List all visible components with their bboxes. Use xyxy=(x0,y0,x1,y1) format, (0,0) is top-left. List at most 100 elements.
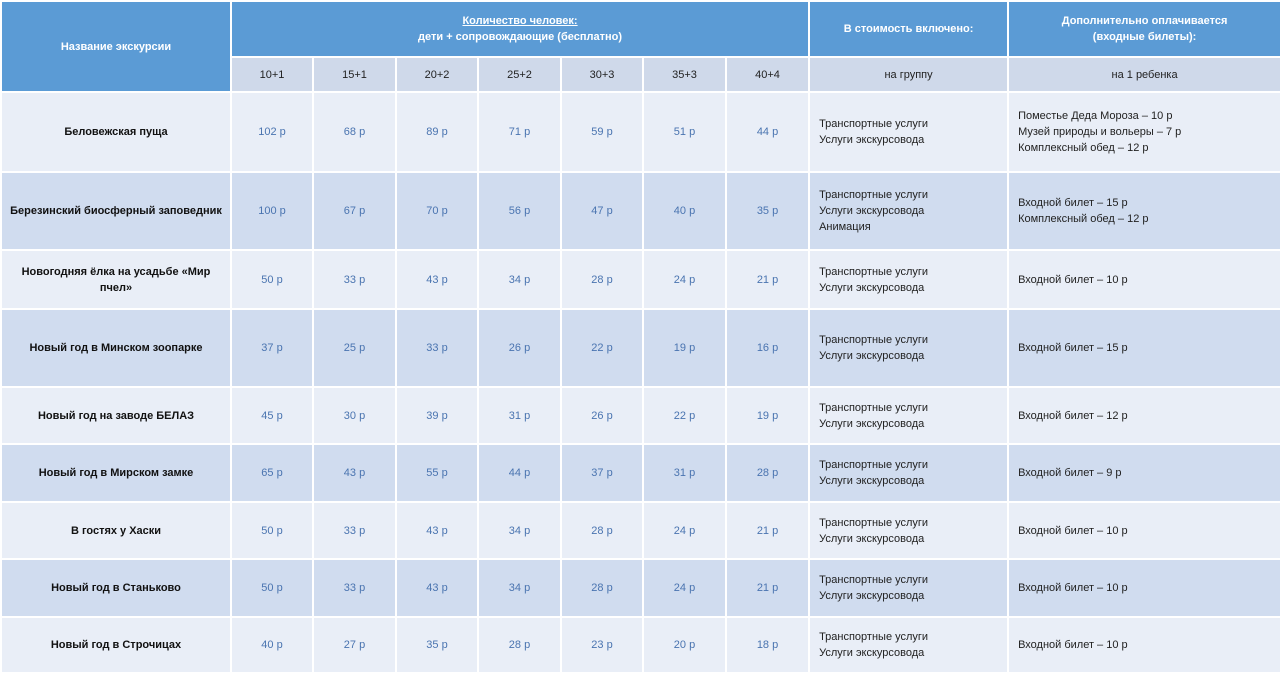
included-cell: Транспортные услуги Услуги экскурсовода xyxy=(808,616,1010,674)
included-item: Транспортные услуги xyxy=(819,459,929,471)
price-cell: 102 р xyxy=(230,91,314,173)
extra-cell: Входной билет – 12 р xyxy=(1007,386,1280,445)
price-cell: 59 р xyxy=(560,91,644,173)
extra-cell: Входной билет – 9 р xyxy=(1007,443,1280,503)
group-size-header: 10+1 xyxy=(230,56,314,93)
extra-cell: Входной билет – 10 р xyxy=(1007,616,1280,674)
header-people-count: Количество человек: дети + сопровождающие… xyxy=(229,0,811,58)
price-cell: 51 р xyxy=(642,91,727,173)
header-excursion-name: Название экскурсии xyxy=(0,0,232,93)
included-item: Транспортные услуги xyxy=(819,265,929,278)
included-item: Транспортные услуги xyxy=(819,189,929,201)
group-size-header: 35+3 xyxy=(642,56,727,93)
included-item: Транспортные услуги xyxy=(819,631,929,643)
extra-cell: Входной билет – 15 р Комплексный обед – 1… xyxy=(1007,171,1280,251)
table-row: В гостях у Хаски 50 р 33 р 43 р 34 р 28 р 24 р… xyxy=(0,501,1280,560)
table-row: Новый год в Минском зоопарке 37 р 25 р 33 р… xyxy=(0,308,1280,388)
excursion-name: Новый год в Мирском замке xyxy=(0,443,232,503)
price-cell: 67 р xyxy=(312,171,397,251)
table-row: Новый год на заводе БЕЛАЗ 45 р 30 р 39 р 31 … xyxy=(0,386,1280,445)
price-cell: 26 р xyxy=(560,386,644,445)
price-cell: 21 р xyxy=(724,558,811,618)
price-cell: 55 р xyxy=(395,443,479,503)
price-cell: 21 р xyxy=(724,501,811,560)
price-cell: 40 р xyxy=(642,171,727,251)
price-cell: 16 р xyxy=(724,308,811,388)
included-cell: Транспортные услуги Услуги экскурсовода Ан… xyxy=(808,171,1010,251)
extra-item: Входной билет – 10 р xyxy=(1018,582,1128,594)
price-cell: 68 р xyxy=(312,91,397,173)
price-cell: 47 р xyxy=(560,171,644,251)
table-row: Новогодняя ёлка на усадьбе «Мир пчел» 50 … xyxy=(0,249,1280,310)
included-item: Анимация xyxy=(819,221,871,233)
price-cell: 27 р xyxy=(312,616,397,674)
price-cell: 31 р xyxy=(642,443,727,503)
included-cell: Транспортные услуги Услуги экскурсовода xyxy=(808,308,1010,388)
price-cell: 43 р xyxy=(312,443,397,503)
included-cell: Транспортные услуги Услуги экскурсовода xyxy=(808,501,1010,560)
group-size-header: 15+1 xyxy=(312,56,397,93)
price-cell: 23 р xyxy=(560,616,644,674)
included-item: Услуги экскурсовода xyxy=(819,205,925,217)
included-item: Услуги экскурсовода xyxy=(819,647,925,659)
included-item: Услуги экскурсовода xyxy=(819,281,925,294)
extra-item: Входной билет – 15 р xyxy=(1018,342,1128,354)
excursion-name: Новогодняя ёлка на усадьбе «Мир пчел» xyxy=(0,249,232,310)
extra-line1: Дополнительно оплачивается xyxy=(1061,15,1228,27)
extra-cell: Поместье Деда Мороза – 10 р Музей природы… xyxy=(1007,91,1280,173)
excursion-name: В гостях у Хаски xyxy=(0,501,232,560)
extra-item: Входной билет – 12 р xyxy=(1018,409,1128,422)
excursion-name: Березинский биосферный заповедник xyxy=(0,171,232,251)
price-cell: 50 р xyxy=(230,501,314,560)
price-cell: 19 р xyxy=(642,308,727,388)
excursion-name: Новый год в Станьково xyxy=(0,558,232,618)
extra-item: Входной билет – 10 р xyxy=(1018,273,1128,286)
included-item: Услуги экскурсовода xyxy=(819,350,925,362)
table-row: Беловежская пуща 102 р 68 р 89 р 71 р 59 р 51 … xyxy=(0,91,1280,173)
price-cell: 35 р xyxy=(724,171,811,251)
extra-item: Поместье Деда Мороза – 10 р xyxy=(1018,110,1173,122)
price-cell: 33 р xyxy=(312,558,397,618)
price-cell: 44 р xyxy=(724,91,811,173)
people-title: Количество человек: xyxy=(462,15,578,27)
extra-item: Входной билет – 9 р xyxy=(1018,467,1122,479)
price-cell: 43 р xyxy=(395,501,479,560)
price-cell: 89 р xyxy=(395,91,479,173)
price-cell: 24 р xyxy=(642,501,727,560)
group-size-header: 25+2 xyxy=(477,56,562,93)
extra-item: Входной билет – 10 р xyxy=(1018,524,1128,537)
included-item: Услуги экскурсовода xyxy=(819,475,925,487)
price-cell: 40 р xyxy=(230,616,314,674)
price-cell: 34 р xyxy=(477,249,562,310)
group-size-header: 30+3 xyxy=(560,56,644,93)
price-cell: 30 р xyxy=(312,386,397,445)
table-row: Новый год в Станьково 50 р 33 р 43 р 34 р 28 … xyxy=(0,558,1280,618)
price-cell: 19 р xyxy=(724,386,811,445)
price-cell: 56 р xyxy=(477,171,562,251)
price-cell: 28 р xyxy=(560,501,644,560)
price-cell: 33 р xyxy=(312,501,397,560)
included-cell: Транспортные услуги Услуги экскурсовода xyxy=(808,249,1010,310)
price-cell: 22 р xyxy=(560,308,644,388)
excursion-name: Новый год на заводе БЕЛАЗ xyxy=(0,386,232,445)
group-size-header: 40+4 xyxy=(724,56,811,93)
extra-cell: Входной билет – 15 р xyxy=(1007,308,1280,388)
included-item: Транспортные услуги xyxy=(819,574,929,586)
included-cell: Транспортные услуги Услуги экскурсовода xyxy=(808,91,1010,173)
price-cell: 50 р xyxy=(230,249,314,310)
extra-item: Музей природы и вольеры – 7 р xyxy=(1018,126,1182,138)
price-cell: 25 р xyxy=(312,308,397,388)
table-row: Новый год в Мирском замке 65 р 43 р 55 р 44 … xyxy=(0,443,1280,503)
header-extra: Дополнительно оплачивается (входные билет… xyxy=(1007,0,1280,58)
table-row: Березинский биосферный заповедник 100 р 67… xyxy=(0,171,1280,251)
included-item: Транспортные услуги xyxy=(819,401,929,414)
table-row: Новый год в Строчицах 40 р 27 р 35 р 28 р 23 … xyxy=(0,616,1280,674)
people-subtitle: дети + сопровождающие (бесплатно) xyxy=(418,31,623,43)
price-cell: 44 р xyxy=(477,443,562,503)
price-cell: 45 р xyxy=(230,386,314,445)
price-cell: 28 р xyxy=(477,616,562,674)
price-cell: 100 р xyxy=(230,171,314,251)
group-size-header: 20+2 xyxy=(395,56,479,93)
price-cell: 28 р xyxy=(560,558,644,618)
